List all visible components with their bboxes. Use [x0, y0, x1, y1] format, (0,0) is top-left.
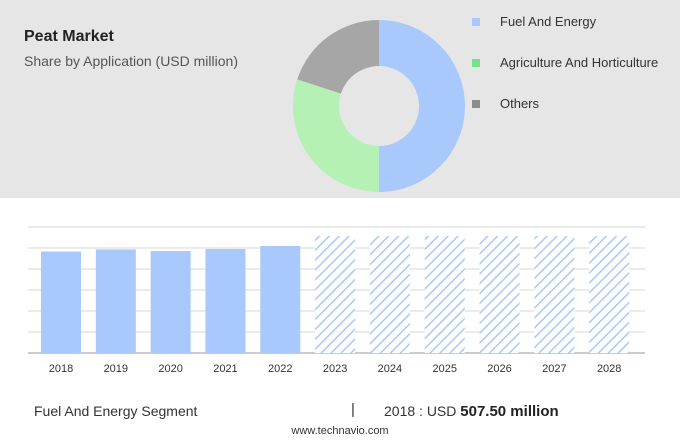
bar-chart: 2018 2019 2020 2021 2022 2023 2024 2025 2026 2027… [28, 226, 645, 375]
forecast-bar-2027 [534, 236, 575, 353]
donut-chart [293, 20, 465, 192]
x-tick-label: 2022 [268, 363, 292, 375]
x-tick-label: 2019 [104, 363, 128, 375]
donut-slice-fuel-and-energy [379, 20, 465, 192]
legend-swatch [472, 100, 480, 108]
donut-slice-agriculture-and-horticulture [293, 79, 379, 192]
x-tick-label: 2025 [432, 363, 456, 375]
chart-title: Peat Market [24, 28, 114, 45]
bar-2018 [41, 251, 81, 353]
legend-swatch [472, 18, 480, 26]
x-tick-label: 2020 [158, 363, 182, 375]
donut-slice-others [297, 20, 379, 94]
x-tick-label: 2027 [542, 363, 566, 375]
bar-2021 [205, 249, 246, 353]
bar-2022 [260, 246, 301, 353]
segment-value: 2018 : USD 507.50 million [384, 403, 559, 420]
chart-subtitle: Share by Application (USD million) [24, 53, 238, 69]
x-tick-label: 2021 [213, 363, 237, 375]
segment-label: Fuel And Energy Segment [34, 403, 198, 419]
source-link[interactable]: www.technavio.com [291, 425, 389, 437]
x-tick-label: 2026 [487, 363, 511, 375]
x-tick-label: 2018 [49, 363, 73, 375]
forecast-bar-2023 [315, 236, 356, 353]
segment-amount: 507.50 million [460, 403, 559, 420]
x-tick-label: 2023 [323, 363, 347, 375]
forecast-bar-2025 [424, 236, 465, 353]
bar-2020 [150, 251, 191, 353]
legend-label: Fuel And Energy [500, 14, 597, 29]
segment-year-prefix: 2018 : USD [384, 403, 457, 419]
x-tick-label: 2024 [378, 363, 402, 375]
forecast-bar-2026 [479, 236, 520, 353]
legend-label: Others [500, 96, 540, 111]
legend-swatch [472, 59, 480, 67]
forecast-bar-2024 [369, 236, 410, 353]
footer-divider: | [351, 401, 355, 418]
x-tick-label: 2028 [597, 363, 621, 375]
forecast-bar-2028 [589, 236, 630, 353]
legend-label: Agriculture And Horticulture [500, 55, 659, 70]
bar-2019 [95, 249, 136, 353]
